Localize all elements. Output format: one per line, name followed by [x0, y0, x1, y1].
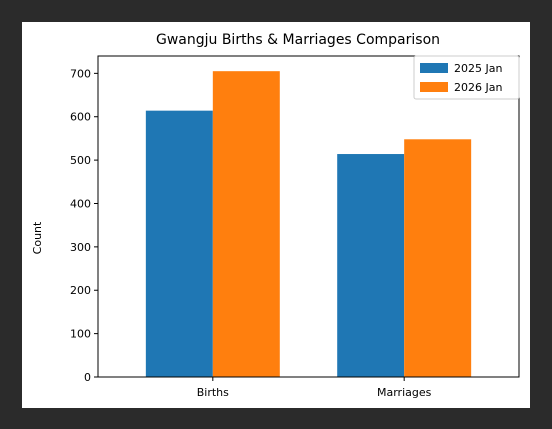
x-tick-label: Births	[197, 386, 229, 399]
chart-title: Gwangju Births & Marriages Comparison	[156, 32, 440, 48]
bar-2026-jan-marriages	[404, 139, 472, 377]
figure-canvas: Gwangju Births & Marriages Comparison 0 1…	[22, 22, 530, 408]
bars-layer	[145, 71, 472, 378]
axes-layer	[97, 55, 520, 378]
y-tick-label: 700	[70, 67, 91, 80]
y-tick-label: 500	[70, 154, 91, 167]
legend: 2025 Jan 2026 Jan	[413, 55, 520, 100]
y-tick-label: 200	[70, 284, 91, 297]
bar-2025-jan-births	[145, 110, 213, 378]
y-axis-label: Count	[31, 221, 44, 254]
y-tick-label: 300	[70, 241, 91, 254]
bar-2025-jan-marriages	[337, 154, 405, 377]
y-tick-label: 0	[84, 371, 91, 384]
bar-2026-jan-births	[212, 71, 280, 377]
bar-chart: Gwangju Births & Marriages Comparison 0 1…	[22, 22, 530, 408]
y-tick-label: 600	[70, 111, 91, 124]
y-tick-label: 100	[70, 328, 91, 341]
y-tick-label: 400	[70, 197, 91, 210]
legend-label-2026-jan: 2026 Jan	[454, 81, 502, 94]
legend-swatch-2026-jan	[420, 82, 448, 92]
legend-swatch-2025-jan	[420, 63, 448, 73]
legend-label-2025-jan: 2025 Jan	[454, 62, 502, 75]
plot-frame	[97, 55, 520, 378]
ticks-layer: 0 100 200 300 400 500 600 700 Births Marriages	[70, 67, 432, 399]
x-tick-label: Marriages	[377, 386, 432, 399]
